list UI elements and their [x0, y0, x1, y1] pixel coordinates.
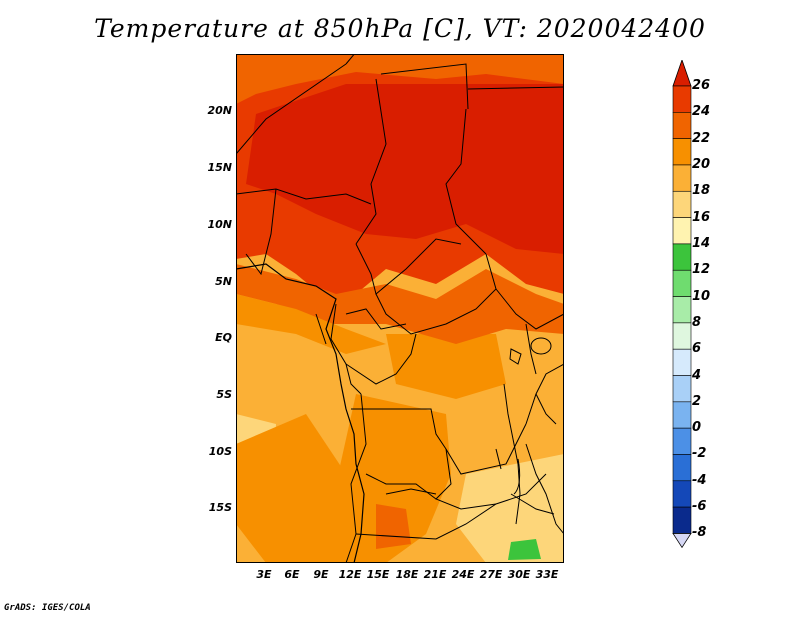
lat-tick: 5S [216, 388, 232, 401]
hot-angola [376, 504, 411, 549]
lat-tick: 15N [207, 161, 232, 174]
lon-tick: 33E [535, 568, 559, 581]
credit-text: GrADS: IGES/COLA [4, 603, 91, 613]
lat-tick: 5N [215, 275, 232, 288]
colorbar-bin [672, 296, 692, 324]
warm-congo [386, 334, 506, 399]
cool-patch-southeast [508, 539, 541, 560]
colorbar-bin [672, 427, 692, 455]
colorbar-label: 2 [692, 393, 702, 409]
lat-tick: 10S [208, 445, 232, 458]
colorbar-label: 10 [692, 288, 711, 304]
colorbar-bin [672, 506, 692, 534]
colorbar-label: 24 [692, 104, 711, 120]
colorbar-label: 20 [692, 156, 711, 172]
colorbar-label: 14 [692, 235, 711, 251]
colorbar-bin [672, 375, 692, 403]
colorbar-top-arrow [672, 60, 692, 87]
northern-edge [236, 54, 564, 104]
country-borders [236, 54, 564, 563]
lon-tick: 9E [313, 568, 329, 581]
hottest-core [246, 84, 564, 254]
warm-southwest [236, 414, 366, 563]
colorbar-bin [672, 164, 692, 192]
colorbar-label: 22 [692, 130, 711, 146]
colorbar-label: -4 [692, 472, 707, 488]
lon-tick: 3E [256, 568, 272, 581]
colorbar-bin [672, 401, 692, 429]
lat-tick: 10N [207, 218, 232, 231]
lon-tick: 6E [284, 568, 300, 581]
coastline [236, 263, 365, 563]
lat-tick: 15S [208, 501, 232, 514]
colorbar-bin [672, 138, 692, 166]
lakes [495, 337, 552, 525]
colorbar-label: -8 [692, 525, 707, 541]
colorbar-bin [672, 217, 692, 245]
lon-tick: 15E [366, 568, 390, 581]
map-title: Temperature at 850hPa [C], VT: 202004240… [94, 14, 706, 43]
lon-tick: 24E [451, 568, 475, 581]
colorbar-bin [672, 480, 692, 508]
colorbar-bottom-arrow [672, 533, 692, 549]
colorbar-label: 4 [692, 367, 702, 383]
lat-tick: 20N [207, 104, 232, 117]
colorbar-bin [672, 322, 692, 350]
colorbar-label: 18 [692, 183, 711, 199]
transition-band [236, 264, 564, 344]
colorbar-label: 26 [692, 78, 711, 93]
colorbar-bin [672, 112, 692, 139]
colorbar-label: 12 [692, 262, 711, 278]
colorbar-label: 8 [692, 314, 702, 330]
lat-tick: EQ [215, 331, 232, 344]
lon-tick: 18E [395, 568, 419, 581]
colorbar [672, 60, 692, 549]
lon-tick: 12E [338, 568, 362, 581]
colorbar-label: 16 [692, 209, 711, 225]
map-frame [236, 54, 564, 563]
gulf-guinea-band [236, 294, 386, 354]
colorbar-bin [672, 190, 692, 218]
colorbar-label: 6 [692, 341, 702, 357]
colorbar-bin [672, 454, 692, 482]
lon-tick: 21E [423, 568, 447, 581]
colorbar-bin [672, 348, 692, 376]
colorbar-label: -6 [692, 499, 707, 515]
lon-tick: 27E [479, 568, 503, 581]
colorbar-bin [672, 243, 692, 271]
colorbar-label: 0 [692, 420, 702, 436]
colorbar-bin [672, 85, 692, 113]
lon-tick: 30E [507, 568, 531, 581]
colorbar-label: -2 [692, 446, 707, 462]
temperature-map [236, 54, 564, 563]
colorbar-bin [672, 269, 692, 297]
light-patch-southeast [456, 454, 564, 563]
